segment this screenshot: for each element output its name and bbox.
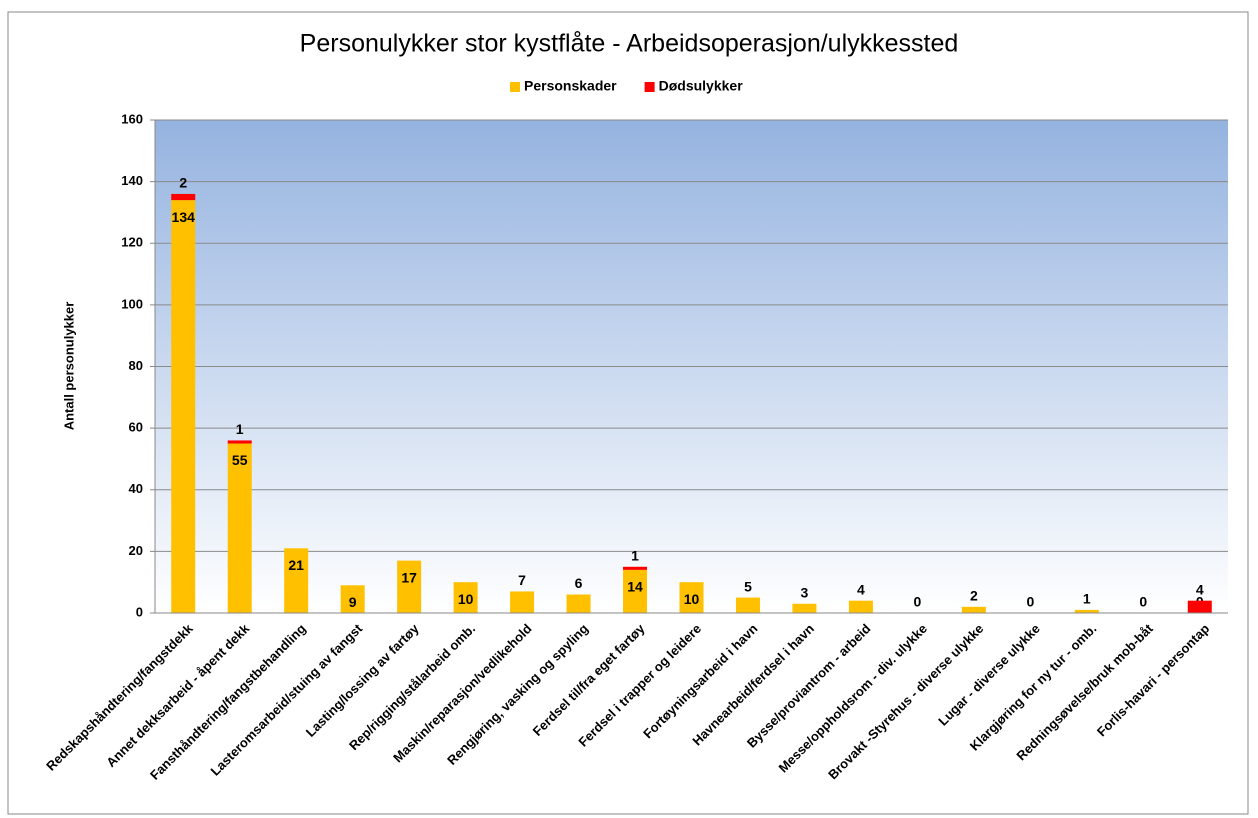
data-label: 134 [172,209,196,225]
data-label: 9 [349,594,357,610]
data-label: 0 [913,594,921,610]
data-label: 4 [857,581,865,597]
data-label: 5 [744,578,752,594]
bar-segment [171,193,196,201]
data-label: 1 [631,547,639,563]
data-label: 55 [232,452,248,468]
bar-segment [566,594,591,613]
bar-segment [453,582,478,613]
data-label: 1 [1083,591,1091,607]
bar-segment [792,603,817,613]
data-label: 21 [288,557,304,573]
bar-segment [510,591,535,613]
data-label: 0 [1139,594,1147,610]
y-tick-label: 0 [136,604,143,619]
data-label: 14 [627,579,643,595]
bar-segment [171,200,196,614]
data-label: 1 [236,421,244,437]
y-tick-label: 60 [129,420,143,435]
y-tick-label: 160 [121,111,143,126]
y-tick-label: 40 [129,481,143,496]
y-tick-label: 140 [121,173,143,188]
bar-segment [1074,609,1099,613]
chart-title: Personulykker stor kystflåte - Arbeidsop… [300,30,959,58]
bar-segment [227,443,252,613]
bar-segment [679,582,704,613]
y-tick-label: 20 [129,543,143,558]
bar-segment [340,585,365,613]
bar-segment [735,597,760,613]
data-label: 2 [970,588,978,604]
legend-swatch [644,82,655,92]
legend-swatch [510,82,520,92]
bar-segment [227,440,252,444]
bar-segment [623,566,648,570]
bar-segment [961,606,986,613]
data-label: 6 [575,575,583,591]
data-label: 2 [179,175,187,191]
data-label: 4 [1196,581,1204,597]
legend-label: Dødsulykker [659,78,744,94]
y-axis-label: Antall personulykker [61,302,76,431]
legend-label: Personskader [524,78,617,94]
bar-segment [1187,600,1212,613]
y-tick-label: 80 [129,358,143,373]
data-label: 10 [458,591,474,607]
bar-segment [397,560,422,613]
bar-segment [623,569,648,613]
bar-segment [284,548,309,613]
data-label: 0 [1026,594,1034,610]
y-tick-label: 120 [121,235,143,250]
data-label: 3 [801,584,809,600]
bar-segment [848,600,873,613]
data-label: 7 [518,572,526,588]
data-label: 10 [684,591,700,607]
y-tick-label: 100 [121,296,143,311]
data-label: 17 [401,569,417,585]
